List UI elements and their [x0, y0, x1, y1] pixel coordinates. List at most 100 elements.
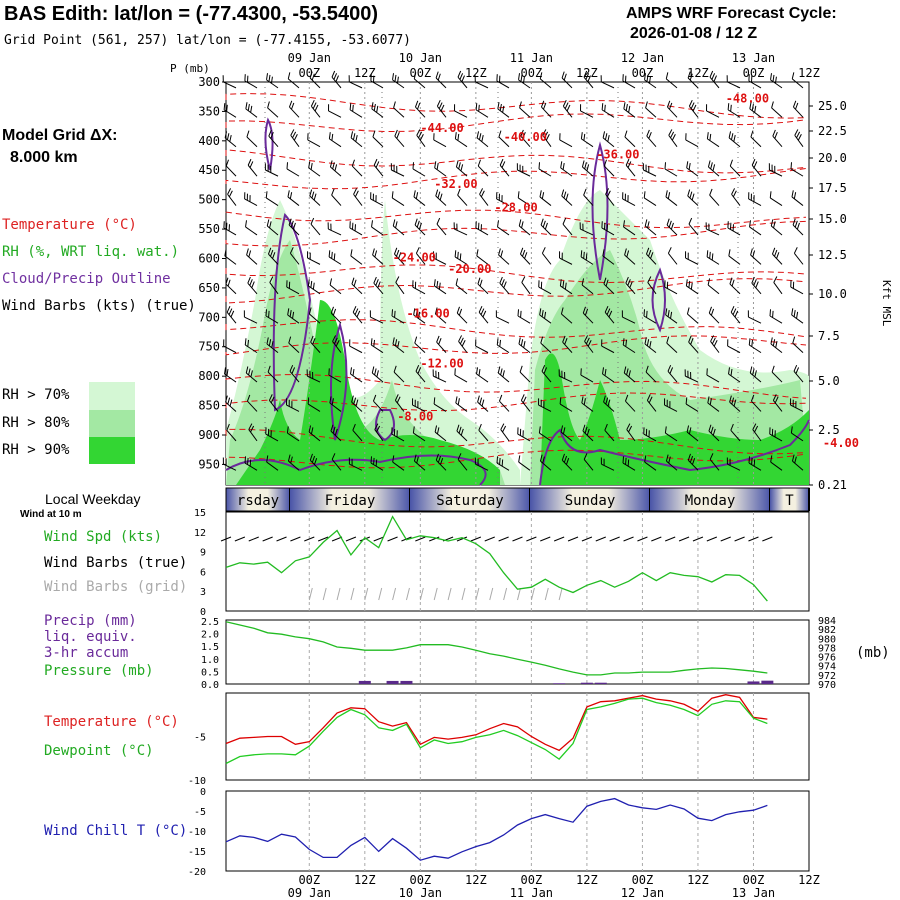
wind-barb-grid	[433, 587, 438, 601]
wind-barb	[751, 276, 762, 295]
wind-barb	[687, 71, 699, 89]
wind-barb-shaft	[289, 106, 300, 118]
wind-barb-feather	[669, 401, 671, 408]
wind-barb-feather	[647, 276, 652, 283]
precip-liq-label: liq. equiv.	[44, 629, 137, 645]
wind-barb-shaft	[412, 404, 426, 412]
wind-barb-feather	[456, 424, 460, 432]
windchill-ytick-label: -5	[194, 807, 206, 818]
wind-barb	[351, 277, 363, 295]
wind-barb-feather	[581, 278, 585, 286]
wind-barb-feather	[560, 161, 563, 168]
wind-barb	[707, 160, 720, 177]
wind-barb-feather	[667, 310, 670, 317]
wind-barb-feather	[666, 218, 670, 226]
wind-barb-feather	[416, 220, 420, 228]
temp-contour-label: -32.00	[434, 177, 477, 191]
bottom-hour-label: 00Z	[743, 873, 765, 887]
pressure-ytick-label: 980	[818, 634, 836, 645]
wind-barb-shaft	[477, 401, 489, 412]
wind-barb-feather	[606, 224, 608, 231]
wind-barb-feather	[648, 132, 652, 139]
wind-barb-feather	[708, 424, 712, 432]
wind-barb-shaft	[685, 375, 699, 383]
wind-barb	[559, 397, 573, 412]
wind-barb-shaft	[308, 285, 321, 295]
wind-barb	[224, 367, 237, 383]
wind-barb	[476, 367, 489, 383]
wind-barb-feather	[225, 277, 229, 285]
wind-barb-feather	[690, 371, 692, 379]
wind-barb-feather	[646, 310, 648, 318]
wind-speed-line	[225, 515, 768, 602]
wind-barb-feather	[710, 308, 715, 316]
wind-barb-feather	[603, 395, 606, 403]
wind-barb-shaft	[371, 108, 384, 118]
wind-barb-feather	[562, 217, 567, 225]
wind-barb	[686, 425, 699, 442]
wind-barb-feather	[481, 399, 485, 407]
wind-barb	[666, 336, 678, 353]
wind-barb-feather	[540, 336, 544, 344]
wind-barb	[307, 397, 321, 412]
wind-barb-feather	[542, 129, 547, 136]
wind-barb-feather	[665, 190, 668, 198]
wind-barb-shaft	[772, 400, 783, 412]
wind-barb-feather	[625, 457, 627, 465]
wind-barb	[752, 423, 762, 442]
wind-barb-shaft	[643, 315, 657, 324]
wind-barb	[769, 427, 783, 442]
wind-barb-feather	[628, 105, 631, 113]
wind-barb-feather	[227, 397, 231, 405]
wind-barb	[644, 455, 657, 471]
wind-barb-feather	[435, 71, 439, 79]
wind-barb-feather	[517, 309, 520, 317]
wind-barb-feather	[711, 337, 716, 345]
wind-barb-feather	[265, 191, 268, 198]
precip-bar	[761, 680, 774, 684]
wind-barb-feather	[542, 456, 545, 464]
wind-barb-feather	[392, 337, 395, 345]
wind-barb	[688, 99, 699, 118]
wind-barb-feather	[606, 190, 611, 197]
wind-barb-feather	[774, 430, 776, 438]
wind-barb-shaft	[435, 459, 447, 471]
wind-barb-feather	[228, 190, 233, 197]
wind-barb-feather	[455, 278, 459, 286]
wind-barb	[412, 426, 426, 442]
wind-barb-feather	[391, 427, 393, 435]
wind-barb	[751, 158, 762, 177]
wind-barb	[516, 163, 531, 177]
wind-barb	[479, 188, 489, 206]
wind-barb	[309, 189, 321, 206]
wind-barb-shaft	[330, 312, 342, 324]
bottom-hour-label: 12Z	[576, 873, 598, 887]
wind-barb-shaft	[434, 431, 447, 442]
wind-barb-shaft	[331, 459, 342, 471]
wind-barb-feather	[541, 247, 546, 254]
wind-barb-feather	[516, 163, 518, 170]
wind-barb-shaft	[561, 77, 573, 89]
wind-barb-feather	[501, 161, 506, 168]
wind-barb-feather	[251, 281, 255, 288]
wind-barb-feather	[331, 188, 335, 196]
weekday-name: Friday	[325, 493, 376, 509]
wind-barb-feather	[393, 365, 397, 373]
wind-barb-feather	[583, 453, 588, 460]
wind-barb	[454, 104, 468, 118]
wind-barb-feather	[565, 193, 569, 201]
wind-barb-feather	[328, 132, 331, 139]
wind-barb	[686, 161, 699, 177]
wind-barb-shaft	[370, 462, 384, 471]
weekday-cell	[530, 488, 650, 511]
wind-barb-shaft	[729, 165, 741, 177]
wind-barb-shaft	[685, 403, 699, 412]
wind-barb-feather	[522, 430, 524, 438]
wind-barb-feather	[309, 252, 311, 260]
wind-barb	[602, 367, 615, 383]
wind-barb-shaft	[604, 429, 615, 442]
wind-barb	[392, 219, 405, 236]
wind-barb-shaft	[791, 78, 804, 89]
wind-barb	[538, 426, 552, 442]
wind-barb-feather	[375, 195, 377, 202]
